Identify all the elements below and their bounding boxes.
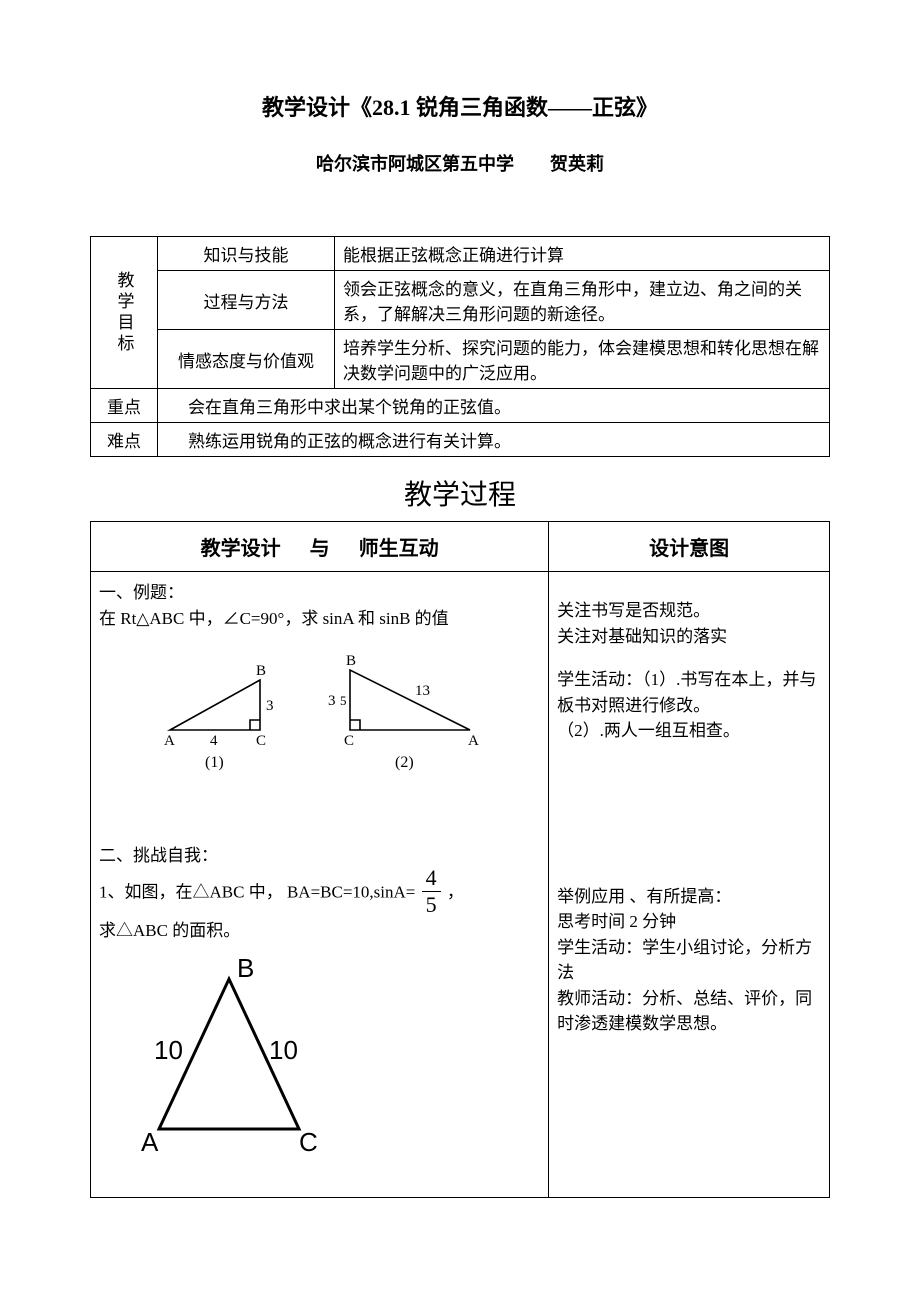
difficulty-label: 难点 bbox=[91, 423, 158, 457]
example2-p1a: 1、如图，在△ABC 中， BA=BC=10,sinA= bbox=[99, 882, 415, 901]
tri2-A: A bbox=[468, 733, 479, 749]
goal-row-label: 情感态度与价值观 bbox=[158, 330, 335, 389]
triangle-iso-wrap: B A C 10 10 bbox=[99, 949, 540, 1159]
triangle-iso-svg: B A C 10 10 bbox=[99, 949, 349, 1159]
tri2-B: B bbox=[346, 653, 356, 669]
tri1-caption: (1) bbox=[205, 754, 224, 771]
lesson-header-left: 教学设计 与 师生互动 bbox=[91, 522, 549, 572]
intent2-l4: 教师活动：分析、总结、评价，同时渗透建模数学思想。 bbox=[557, 986, 821, 1037]
tri1-B: B bbox=[256, 663, 266, 679]
lesson-header-right: 设计意图 bbox=[549, 522, 830, 572]
triangle-diagrams: A B C 4 3 (1) bbox=[99, 645, 540, 775]
header-left-b: 与 bbox=[310, 538, 330, 560]
lesson-table: 教学设计 与 师生互动 设计意图 一、例题： 在 Rt△ABC 中，∠C=90°… bbox=[90, 521, 830, 1198]
fraction: 4 5 bbox=[422, 867, 441, 916]
section-title: 教学过程 bbox=[90, 473, 830, 513]
tri1-side-a: 3 bbox=[266, 698, 274, 714]
page: 教学设计《28.1 锐角三角函数——正弦》 哈尔滨市阿城区第五中学 贺英莉 教学… bbox=[0, 0, 920, 1238]
intent1-block: 关注书写是否规范。 关注对基础知识的落实 学生活动：（1）.书写在本上，并与板书… bbox=[557, 580, 821, 744]
doc-title: 教学设计《28.1 锐角三角函数——正弦》 bbox=[90, 90, 830, 122]
triangle2-svg: B A C 3 5 13 (2) bbox=[320, 645, 490, 775]
header-left-c: 师生互动 bbox=[359, 538, 439, 560]
doc-subtitle: 哈尔滨市阿城区第五中学 贺英莉 bbox=[90, 150, 830, 176]
iso-ab: 10 bbox=[154, 1035, 183, 1065]
iso-A: A bbox=[141, 1127, 159, 1157]
iso-C: C bbox=[299, 1127, 318, 1157]
goal-row-label: 过程与方法 bbox=[158, 271, 335, 330]
school-name: 哈尔滨市阿城区第五中学 bbox=[316, 154, 514, 174]
intent1-l2: 关注对基础知识的落实 bbox=[557, 624, 821, 650]
iso-B: B bbox=[237, 953, 254, 983]
example1-problem: 在 Rt△ABC 中，∠C=90°，求 sinA 和 sinB 的值 bbox=[99, 606, 540, 632]
intent1-l3: 学生活动：（1）.书写在本上，并与板书对照进行修改。 bbox=[557, 667, 821, 718]
tri1-A: A bbox=[164, 733, 175, 749]
keypoint-text: 会在直角三角形中求出某个锐角的正弦值。 bbox=[158, 389, 830, 423]
tri1-side-b: 4 bbox=[210, 733, 218, 749]
example2-line1: 1、如图，在△ABC 中， BA=BC=10,sinA= 4 5 ， bbox=[99, 869, 540, 918]
goal-row-text: 能根据正弦概念正确进行计算 bbox=[335, 237, 830, 271]
intent2-l3: 学生活动：学生小组讨论，分析方法 bbox=[557, 935, 821, 986]
header-left-a: 教学设计 bbox=[201, 538, 281, 560]
example2-p1b: ， bbox=[447, 882, 464, 901]
meta-table: 教学目标 知识与技能 能根据正弦概念正确进行计算 过程与方法 领会正弦概念的意义… bbox=[90, 236, 830, 457]
intent1-l1: 关注书写是否规范。 bbox=[557, 598, 821, 624]
iso-bc: 10 bbox=[269, 1035, 298, 1065]
example1-block: 一、例题： 在 Rt△ABC 中，∠C=90°，求 sinA 和 sinB 的值… bbox=[99, 580, 540, 1189]
example2-heading: 二、挑战自我： bbox=[99, 843, 540, 869]
intent2-l1: 举例应用 、有所提高： bbox=[557, 884, 821, 910]
keypoint-label: 重点 bbox=[91, 389, 158, 423]
table-row: 一、例题： 在 Rt△ABC 中，∠C=90°，求 sinA 和 sinB 的值… bbox=[91, 572, 830, 1198]
goal-row-text: 领会正弦概念的意义，在直角三角形中，建立边、角之间的关系，了解解决三角形问题的新… bbox=[335, 271, 830, 330]
example2-line2: 求△ABC 的面积。 bbox=[99, 918, 540, 944]
intent1-l4: （2）.两人一组互相查。 bbox=[557, 718, 821, 744]
tri2-side-a: 3 bbox=[328, 693, 336, 709]
tri1-C: C bbox=[256, 733, 266, 749]
intent2-l2: 思考时间 2 分钟 bbox=[557, 909, 821, 935]
goals-vertical-label: 教学目标 bbox=[91, 237, 158, 389]
tri2-caption: (2) bbox=[395, 754, 414, 771]
triangle1-svg: A B C 4 3 (1) bbox=[150, 645, 290, 775]
tri2-hyp5: 5 bbox=[340, 693, 347, 708]
fraction-num: 4 bbox=[422, 867, 441, 892]
tri2-side-c: 13 bbox=[415, 683, 430, 699]
tri2-C: C bbox=[344, 733, 354, 749]
fraction-den: 5 bbox=[422, 892, 441, 916]
difficulty-text: 熟练运用锐角的正弦的概念进行有关计算。 bbox=[158, 423, 830, 457]
goal-row-text: 培养学生分析、探究问题的能力，体会建模思想和转化思想在解决数学问题中的广泛应用。 bbox=[335, 330, 830, 389]
intent2-block: 举例应用 、有所提高： 思考时间 2 分钟 学生活动：学生小组讨论，分析方法 教… bbox=[557, 884, 821, 1037]
goal-row-label: 知识与技能 bbox=[158, 237, 335, 271]
author-name: 贺英莉 bbox=[550, 154, 604, 174]
example1-heading: 一、例题： bbox=[99, 580, 540, 606]
